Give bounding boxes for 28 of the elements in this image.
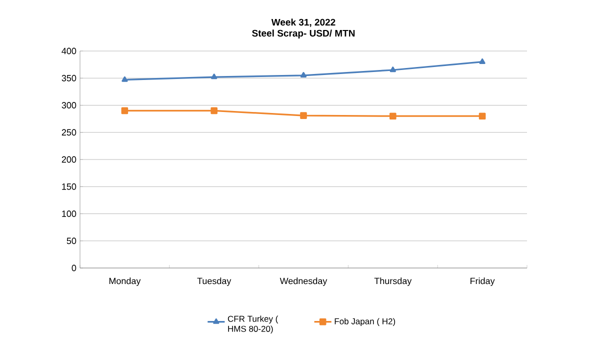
point <box>122 76 128 82</box>
x-tick-label: Wednesday <box>280 278 328 286</box>
x-tick-label: Friday <box>470 278 495 286</box>
y-tick-label: 200 <box>62 156 76 163</box>
legend-label: Fob Japan ( H2) <box>334 318 396 326</box>
chart-title: Week 31, 2022 <box>271 18 336 27</box>
point <box>210 107 218 114</box>
point <box>390 112 396 120</box>
y-tick-label: 0 <box>72 264 76 272</box>
y-tick-label: 150 <box>62 183 76 190</box>
y-tick-label: 100 <box>62 210 76 217</box>
chart-subtitle: Steel Scrap- USD/ MTN <box>252 30 355 38</box>
y-tick-label: 350 <box>62 74 76 82</box>
x-tick-label: Thursday <box>374 278 412 286</box>
point <box>300 112 307 119</box>
y-tick-label: 400 <box>62 48 76 54</box>
point <box>479 58 486 64</box>
point <box>300 72 307 78</box>
y-tick-label: 300 <box>62 102 76 108</box>
y-tick-label: 250 <box>62 129 76 136</box>
point <box>478 112 486 120</box>
x-tick-label: Tuesday <box>197 278 232 286</box>
x-tick-label: Monday <box>109 278 141 286</box>
point <box>390 66 396 72</box>
point <box>211 74 218 80</box>
y-tick-label: 50 <box>66 238 76 244</box>
legend-label: CFR Turkey ( HMS 80-20) <box>228 316 278 334</box>
point <box>121 107 128 114</box>
